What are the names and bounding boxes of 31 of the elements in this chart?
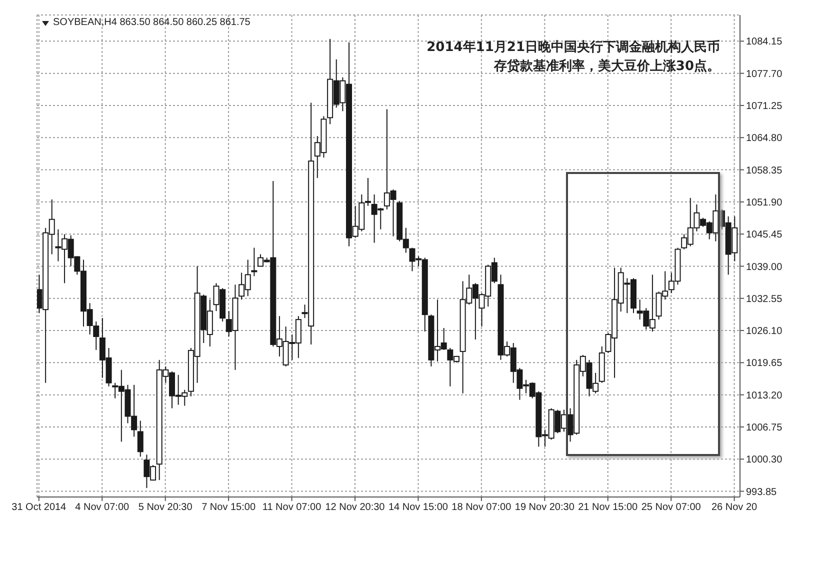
y-tick-label: 1006.75 bbox=[746, 422, 783, 434]
x-tick-label: 5 Nov 20:30 bbox=[138, 502, 193, 514]
y-tick-label: 1032.55 bbox=[746, 294, 783, 305]
x-tick-label: 12 Nov 20:30 bbox=[325, 502, 386, 514]
x-tick-label: 25 Nov 07:00 bbox=[641, 502, 702, 514]
x-tick-label: 18 Nov 07:00 bbox=[452, 502, 512, 514]
y-tick-label: 1045.45 bbox=[746, 230, 783, 241]
x-tick-label: 7 Nov 15:00 bbox=[202, 502, 256, 514]
y-tick-label: 1019.65 bbox=[746, 358, 783, 370]
y-tick-label: 1077.70 bbox=[746, 68, 783, 80]
y-tick-label: 1026.10 bbox=[746, 326, 783, 338]
x-tick-label: 4 Nov 07:00 bbox=[75, 502, 130, 514]
chart-title: SOYBEAN,H4 863.50 864.50 860.25 861.75 bbox=[53, 17, 250, 28]
x-tick-label: 11 Nov 07:00 bbox=[262, 502, 322, 514]
x-tick-label: 31 Oct 2014 bbox=[12, 502, 67, 514]
annotation: 2014年11月21日晚中国央行下调金融机构人民币存贷款基准利率，美大豆价上涨30点。 bbox=[426, 38, 720, 76]
candlestick bbox=[137, 420, 144, 458]
y-tick-label: 1071.25 bbox=[746, 101, 783, 112]
x-tick-label: 19 Nov 20:30 bbox=[514, 502, 575, 514]
y-tick-label: 1039.00 bbox=[746, 262, 783, 273]
x-tick-label: 14 Nov 15:00 bbox=[388, 502, 448, 514]
y-tick-label: 1084.15 bbox=[746, 36, 783, 48]
y-tick-label: 1000.30 bbox=[746, 454, 783, 466]
y-tick-label: 1013.20 bbox=[746, 390, 783, 402]
y-tick-label: 1051.90 bbox=[746, 197, 783, 208]
candlestick bbox=[251, 247, 258, 277]
y-tick-label: 1058.35 bbox=[746, 165, 783, 176]
y-tick-label: 993.85 bbox=[746, 486, 778, 498]
x-tick-label: 21 Nov 15:00 bbox=[578, 502, 638, 514]
y-tick-label: 1064.80 bbox=[746, 133, 783, 144]
x-tick-label: 26 Nov 20 bbox=[712, 502, 758, 514]
